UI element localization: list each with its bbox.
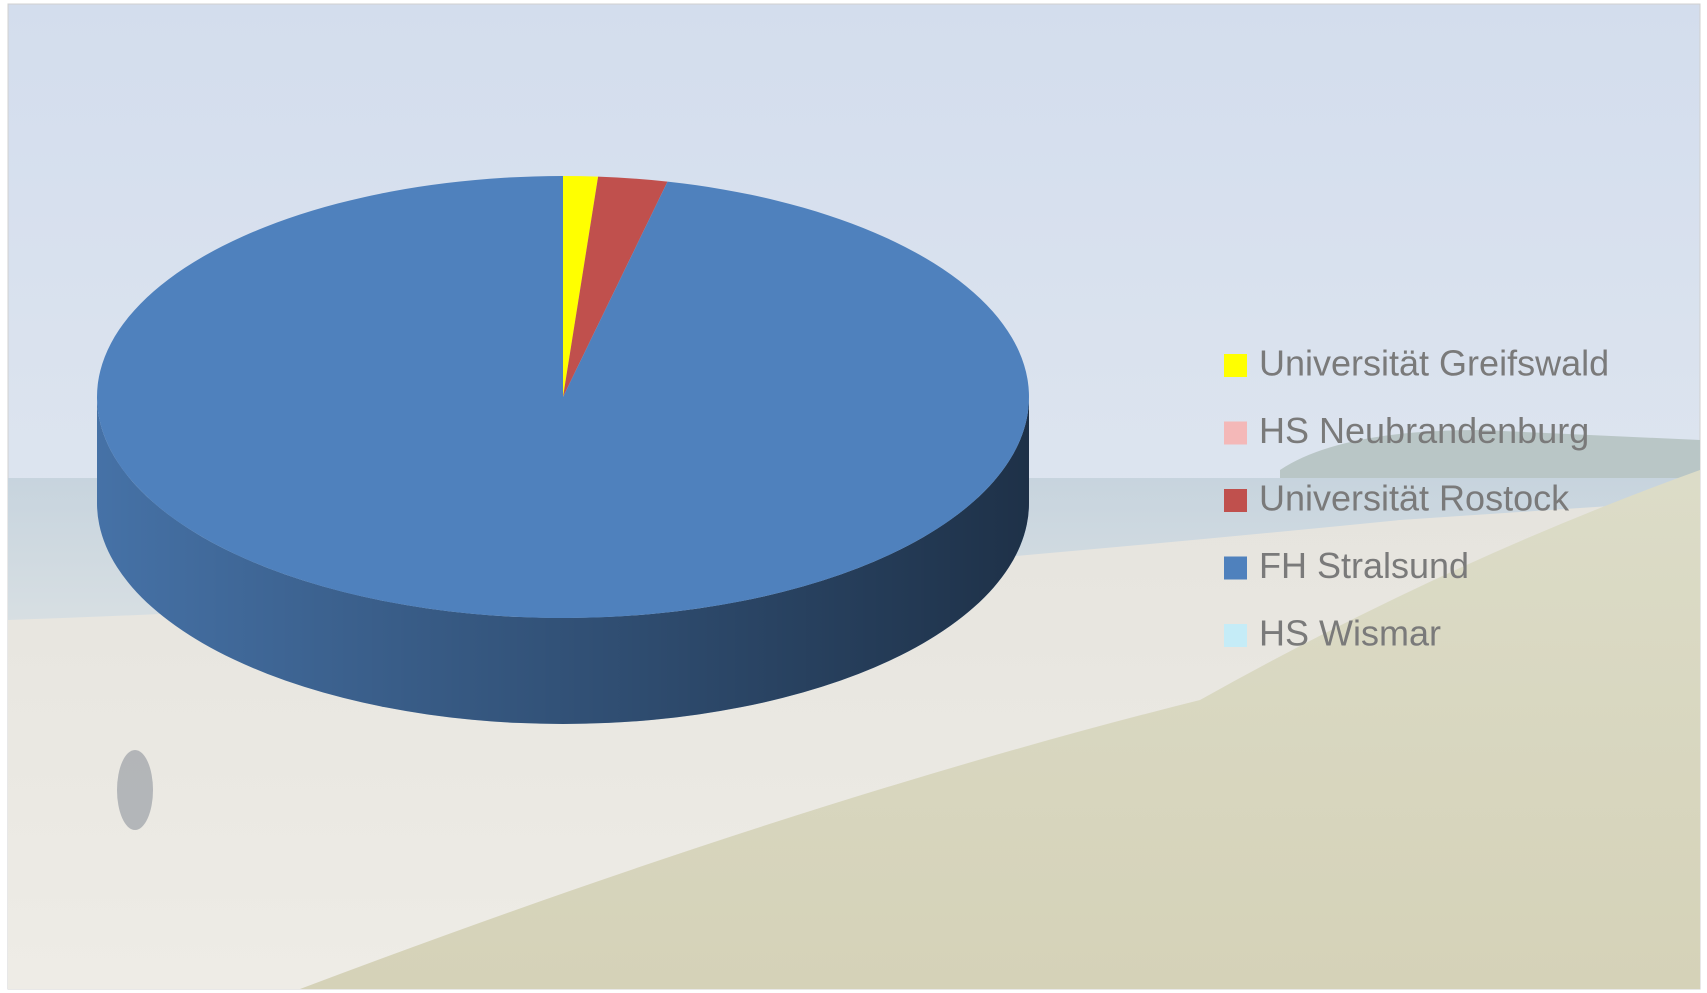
legend-label: FH Stralsund <box>1259 545 1469 586</box>
legend-label: HS Wismar <box>1259 613 1441 654</box>
pie-side-shade <box>97 397 1029 724</box>
pie-slice <box>96 176 1029 618</box>
legend-swatch <box>1224 354 1247 377</box>
legend-swatch <box>1224 624 1247 647</box>
legend-label: Universität Greifswald <box>1259 343 1609 384</box>
legend-label: Universität Rostock <box>1259 478 1570 519</box>
pie-slice <box>563 176 599 397</box>
pie <box>96 176 1029 724</box>
legend-swatch <box>1224 489 1247 512</box>
legend-swatch <box>1224 556 1247 580</box>
legend-swatch <box>1224 421 1247 445</box>
legend-label: HS Neubrandenburg <box>1259 410 1589 451</box>
pie-slice <box>563 176 668 397</box>
legend: Universität Greifswald HS Neubrandenburg U… <box>1224 343 1609 654</box>
